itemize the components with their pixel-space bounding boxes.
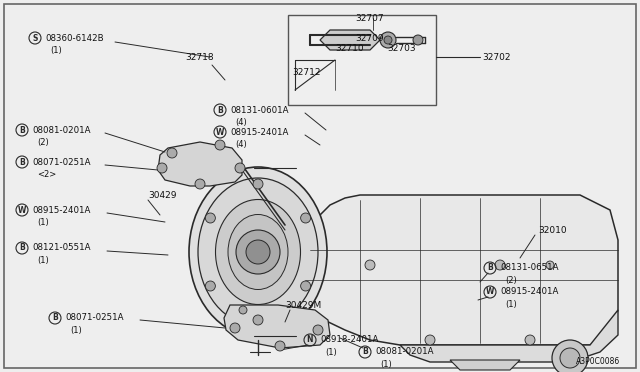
Text: 32718: 32718: [185, 52, 214, 61]
Circle shape: [380, 32, 396, 48]
Circle shape: [384, 36, 392, 44]
Text: B: B: [19, 125, 25, 135]
Polygon shape: [224, 305, 330, 348]
Ellipse shape: [198, 178, 318, 326]
Text: B: B: [362, 347, 368, 356]
Circle shape: [425, 335, 435, 345]
Text: 08918-2401A: 08918-2401A: [320, 336, 378, 344]
Text: 32712: 32712: [292, 67, 321, 77]
Circle shape: [215, 140, 225, 150]
Text: S: S: [32, 33, 38, 42]
Circle shape: [495, 260, 505, 270]
Text: 32010: 32010: [538, 225, 566, 234]
Text: B: B: [19, 157, 25, 167]
Circle shape: [301, 213, 310, 223]
Text: 08131-0601A: 08131-0601A: [230, 106, 289, 115]
Circle shape: [236, 230, 280, 274]
Text: W: W: [216, 128, 224, 137]
Polygon shape: [295, 195, 618, 345]
Text: 08071-0251A: 08071-0251A: [32, 157, 90, 167]
Text: (1): (1): [37, 256, 49, 264]
Circle shape: [167, 148, 177, 158]
Text: (4): (4): [235, 140, 247, 148]
Text: 32702: 32702: [482, 52, 511, 61]
Text: W: W: [486, 288, 494, 296]
Text: (2): (2): [505, 276, 516, 285]
Circle shape: [235, 163, 245, 173]
Polygon shape: [450, 360, 520, 370]
Text: (1): (1): [70, 326, 82, 334]
Polygon shape: [280, 200, 310, 320]
Text: (4): (4): [235, 118, 247, 126]
Circle shape: [157, 163, 167, 173]
Text: 08121-0551A: 08121-0551A: [32, 244, 90, 253]
Text: B: B: [487, 263, 493, 273]
Circle shape: [275, 341, 285, 351]
Text: B: B: [52, 314, 58, 323]
Text: 32707: 32707: [355, 13, 383, 22]
Text: A3P0C0086: A3P0C0086: [576, 357, 620, 366]
Text: <2>: <2>: [37, 170, 56, 179]
Text: 08131-0651A: 08131-0651A: [500, 263, 559, 273]
Text: W: W: [18, 205, 26, 215]
Circle shape: [525, 335, 535, 345]
Polygon shape: [400, 310, 618, 362]
Circle shape: [195, 179, 205, 189]
Circle shape: [246, 240, 270, 264]
Text: 08081-0201A: 08081-0201A: [375, 347, 433, 356]
Circle shape: [552, 340, 588, 372]
Ellipse shape: [228, 215, 288, 289]
Text: 32709: 32709: [355, 33, 383, 42]
Ellipse shape: [216, 199, 301, 305]
Text: B: B: [217, 106, 223, 115]
Text: 30429M: 30429M: [285, 301, 321, 310]
Text: (1): (1): [505, 299, 516, 308]
Circle shape: [253, 315, 263, 325]
Text: (2): (2): [37, 138, 49, 147]
Text: 08915-2401A: 08915-2401A: [32, 205, 90, 215]
Text: 30429: 30429: [148, 190, 177, 199]
Polygon shape: [158, 142, 242, 186]
Text: 32703: 32703: [387, 44, 415, 52]
Circle shape: [253, 179, 263, 189]
Text: (1): (1): [37, 218, 49, 227]
Text: B: B: [19, 244, 25, 253]
Circle shape: [301, 281, 310, 291]
Text: 08915-2401A: 08915-2401A: [230, 128, 289, 137]
Text: (1): (1): [325, 347, 337, 356]
Text: (1): (1): [380, 359, 392, 369]
Circle shape: [205, 213, 216, 223]
Text: 08360-6142B: 08360-6142B: [45, 33, 104, 42]
Text: 32710: 32710: [335, 44, 364, 52]
Circle shape: [230, 323, 240, 333]
Circle shape: [546, 261, 554, 269]
Text: (1): (1): [50, 45, 61, 55]
Circle shape: [413, 35, 423, 45]
Circle shape: [365, 260, 375, 270]
Circle shape: [560, 348, 580, 368]
Circle shape: [313, 325, 323, 335]
Circle shape: [239, 306, 247, 314]
Ellipse shape: [189, 167, 327, 337]
Text: 08081-0201A: 08081-0201A: [32, 125, 90, 135]
Bar: [288, 15, 436, 105]
Polygon shape: [320, 30, 380, 50]
Circle shape: [205, 281, 216, 291]
Text: N: N: [307, 336, 313, 344]
Text: 08915-2401A: 08915-2401A: [500, 288, 558, 296]
Text: 08071-0251A: 08071-0251A: [65, 314, 124, 323]
